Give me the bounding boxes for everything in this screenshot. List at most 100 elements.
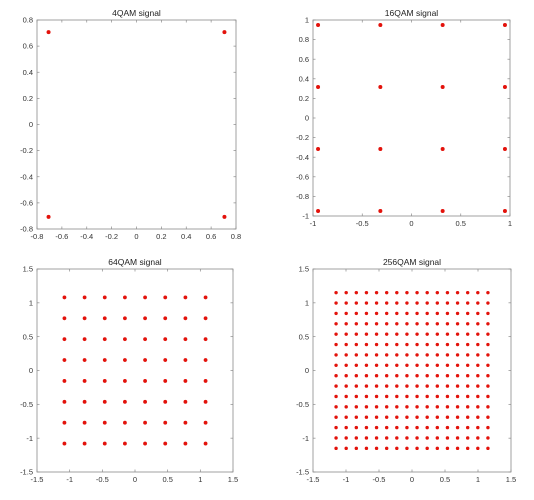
constellation-point: [435, 311, 440, 316]
y-tick-label: 0: [29, 366, 33, 375]
constellation-point: [476, 332, 480, 336]
constellation-point: [384, 353, 389, 357]
constellation-point: [445, 301, 450, 305]
constellation-point: [344, 353, 348, 357]
constellation-point: [440, 146, 445, 151]
constellation-point: [316, 146, 321, 151]
constellation-point: [425, 332, 429, 336]
constellation-point: [82, 379, 87, 383]
x-tick-label: 0.6: [206, 232, 216, 241]
constellation-point: [203, 295, 208, 300]
plot-area-64qam: [36, 268, 234, 473]
constellation-point: [364, 394, 369, 399]
constellation-point: [62, 316, 67, 321]
y-tick-label: 0.8: [299, 35, 309, 44]
constellation-point: [476, 446, 480, 451]
constellation-point: [425, 405, 429, 409]
constellation-point: [143, 420, 147, 425]
constellation-point: [344, 425, 348, 430]
constellation-point: [415, 322, 419, 326]
constellation-point: [344, 405, 348, 409]
constellation-point: [82, 420, 87, 425]
constellation-point: [46, 214, 51, 219]
constellation-point: [486, 384, 490, 388]
constellation-point: [384, 415, 389, 419]
constellation-point: [364, 405, 369, 409]
constellation-point: [405, 394, 409, 399]
constellation-point: [364, 332, 369, 336]
constellation-point: [476, 415, 480, 419]
constellation-point: [163, 399, 168, 404]
constellation-point: [395, 373, 399, 378]
constellation-point: [435, 436, 440, 440]
constellation-point: [440, 208, 445, 213]
constellation-point: [82, 295, 87, 300]
y-tick-label: -1.5: [296, 468, 309, 477]
constellation-point: [203, 379, 208, 383]
constellation-point: [334, 332, 338, 336]
constellation-point: [405, 405, 409, 409]
constellation-point: [486, 311, 490, 316]
constellation-point: [334, 311, 338, 316]
constellation-point: [203, 316, 208, 321]
constellation-point: [405, 332, 409, 336]
chart-title-64qam: 64QAM signal: [108, 257, 161, 267]
constellation-point: [415, 436, 419, 440]
constellation-point: [476, 353, 480, 357]
constellation-point: [455, 332, 460, 336]
constellation-point: [384, 311, 389, 316]
constellation-point: [435, 405, 440, 409]
constellation-point: [123, 379, 127, 383]
constellation-point: [415, 290, 419, 295]
constellation-point: [82, 337, 87, 342]
constellation-point: [465, 425, 470, 430]
constellation-point: [354, 311, 359, 316]
constellation-point: [344, 342, 348, 347]
constellation-point: [183, 316, 188, 321]
constellation-point: [102, 358, 107, 362]
constellation-point: [203, 337, 208, 342]
constellation-point: [354, 394, 359, 399]
constellation-point: [334, 436, 338, 440]
constellation-point: [183, 295, 188, 300]
constellation-point: [364, 446, 369, 451]
constellation-point: [123, 399, 127, 404]
constellation-point: [384, 373, 389, 378]
constellation-point: [476, 311, 480, 316]
constellation-point: [405, 384, 409, 388]
x-tick-label: 1: [476, 475, 480, 484]
plot-area-256qam: [312, 268, 512, 473]
constellation-point: [364, 301, 369, 305]
constellation-point: [364, 322, 369, 326]
constellation-point: [102, 379, 107, 383]
constellation-point: [486, 394, 490, 399]
constellation-point: [445, 290, 450, 295]
constellation-point: [102, 316, 107, 321]
constellation-point: [415, 311, 419, 316]
constellation-point: [405, 373, 409, 378]
constellation-point: [344, 384, 348, 388]
chart-title-16qam: 16QAM signal: [385, 8, 438, 18]
constellation-point: [344, 363, 348, 368]
constellation-point: [384, 394, 389, 399]
constellation-point: [435, 332, 440, 336]
constellation-point: [354, 373, 359, 378]
panel-256qam: 256QAM signal -1.5 -1 -0.5 0 0.5 1 1.5 -1.5 -1 -0…: [296, 257, 516, 484]
constellation-point: [486, 342, 490, 347]
constellation-point: [334, 446, 338, 451]
y-tick-label: -0.2: [20, 146, 33, 155]
constellation-point: [476, 425, 480, 430]
constellation-point: [445, 394, 450, 399]
constellation-point: [415, 363, 419, 368]
constellation-point: [415, 415, 419, 419]
constellation-point: [143, 337, 147, 342]
constellation-point: [445, 415, 450, 419]
constellation-point: [465, 290, 470, 295]
constellation-point: [486, 415, 490, 419]
constellation-point: [183, 337, 188, 342]
constellation-point: [374, 415, 379, 419]
constellation-point: [486, 436, 490, 440]
constellation-point: [465, 384, 470, 388]
constellation-point: [395, 353, 399, 357]
constellation-point: [476, 384, 480, 388]
